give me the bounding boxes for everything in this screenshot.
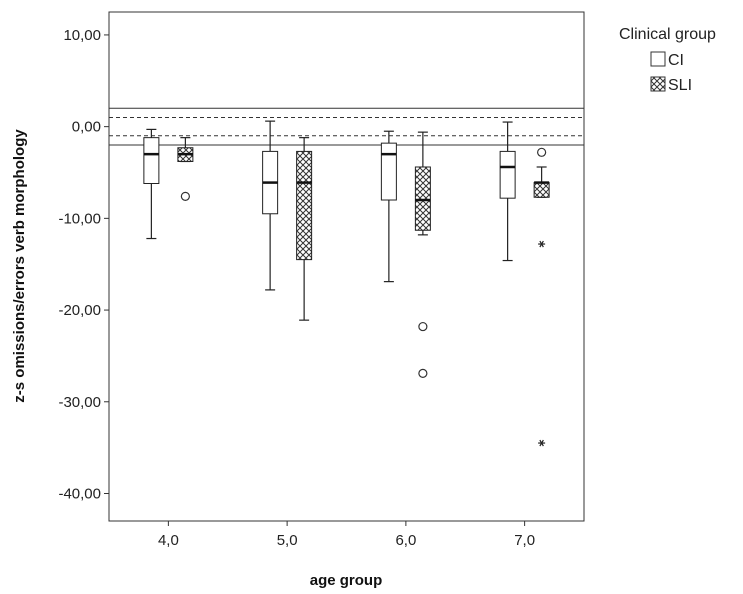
- outlier-point-1: [418, 368, 428, 378]
- y-tick-label-1: 0,00: [72, 119, 101, 136]
- y-axis-title: z-s omissions/errors verb morphology: [11, 129, 28, 403]
- legend-swatch-ci: [650, 51, 666, 67]
- plot-area: [108, 11, 585, 522]
- iqr-box: [296, 150, 313, 261]
- box-sli-1: [296, 137, 313, 321]
- x-tick-label-1: 5,0: [277, 532, 298, 549]
- iqr-box: [380, 142, 397, 201]
- box-ci-1: [262, 120, 279, 291]
- y-tick-label-2: -10,00: [58, 210, 101, 227]
- y-tick-label-3: -20,00: [58, 302, 101, 319]
- box-sli-2: [414, 131, 431, 378]
- iqr-box: [533, 182, 550, 198]
- box-ci-3: [499, 121, 516, 262]
- legend-title: Clinical group: [619, 26, 716, 43]
- x-axis-title: age group: [310, 572, 383, 589]
- iqr-box: [414, 166, 431, 231]
- outlier-point-0: [418, 321, 428, 332]
- x-tick-label-3: 7,0: [514, 532, 535, 549]
- legend-label-sli: SLI: [668, 77, 692, 94]
- y-axis: 10,00 0,00 -10,00 -20,00 -30,00 -40,00: [58, 27, 109, 502]
- extreme-point-0: [538, 240, 546, 248]
- x-axis: 4,0 5,0 6,0 7,0: [158, 521, 535, 549]
- box-ci-0: [143, 128, 160, 240]
- x-tick-label-0: 4,0: [158, 532, 179, 549]
- legend: Clinical group CI SLI: [619, 26, 716, 94]
- extreme-point-1: [538, 439, 546, 447]
- box-sli-0: [177, 137, 194, 201]
- outlier-point-0: [537, 147, 547, 157]
- y-tick-label-5: -40,00: [58, 485, 101, 502]
- legend-swatch-sli: [650, 76, 666, 92]
- box-ci-2: [380, 130, 397, 283]
- iqr-box: [499, 150, 516, 199]
- legend-label-ci: CI: [668, 52, 684, 69]
- x-tick-label-2: 6,0: [395, 532, 416, 549]
- box-sli-3: [533, 147, 550, 447]
- y-tick-label-0: 10,00: [63, 27, 101, 44]
- outlier-point-0: [180, 191, 190, 201]
- asterisk-stroke: [539, 439, 544, 447]
- y-tick-label-4: -30,00: [58, 394, 101, 411]
- iqr-box: [143, 137, 160, 185]
- asterisk-stroke: [539, 240, 544, 248]
- boxes: [143, 120, 550, 447]
- reference-lines: [109, 107, 584, 146]
